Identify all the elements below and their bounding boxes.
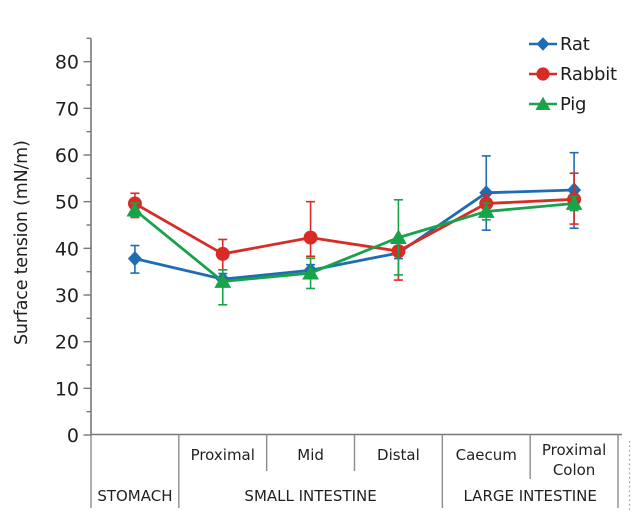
y-tick-label-60: 60	[55, 145, 79, 167]
data-point-rat-0	[127, 250, 142, 267]
y-tick-label-10: 10	[55, 378, 79, 400]
y-tick-label-80: 80	[55, 52, 79, 74]
x-group-label-small-intestine: SMALL INTESTINE	[244, 487, 376, 505]
data-point-rabbit-2	[303, 230, 318, 245]
x-group-label-large-intestine: LARGE INTESTINE	[463, 487, 596, 505]
x-sublabel-1: Proximal	[191, 446, 255, 464]
x-sublabel-3: Distal	[377, 446, 420, 464]
x-sublabel-5-line2: Colon	[553, 461, 596, 479]
data-point-pig-1	[214, 273, 232, 288]
y-tick-label-70: 70	[55, 98, 79, 120]
series-line-rabbit	[134, 197, 575, 256]
legend-label-pig: Pig	[560, 93, 587, 115]
x-sublabel-4: Caecum	[456, 446, 517, 464]
x-group-label-stomach: STOMACH	[97, 487, 172, 505]
pig-triangle-icon	[529, 96, 557, 110]
legend-label-rabbit: Rabbit	[560, 63, 617, 85]
y-axis-title: Surface tension (mN/m)	[12, 140, 32, 345]
y-tick-label-20: 20	[55, 332, 79, 354]
data-point-pig-0	[126, 201, 144, 217]
data-point-pig-2	[302, 264, 319, 280]
y-tick-label-0: 0	[67, 425, 79, 447]
legend-item-pig: Pig	[527, 89, 617, 119]
rabbit-circle-icon	[529, 67, 557, 81]
data-point-rabbit-1	[215, 246, 230, 261]
data-point-rat-4	[479, 185, 494, 201]
y-tick-label-30: 30	[55, 285, 79, 307]
data-point-pig-5	[565, 195, 583, 210]
y-tick-label-50: 50	[55, 192, 79, 214]
y-tick-label-40: 40	[55, 238, 79, 260]
series-line-rat	[134, 188, 575, 281]
legend: Rat Rabbit Pig	[527, 29, 617, 119]
legend-item-rabbit: Rabbit	[527, 59, 617, 89]
series-line-pig	[134, 202, 575, 283]
rat-diamond-icon	[529, 37, 557, 51]
x-sublabel-5: Proximal	[542, 441, 606, 459]
x-sublabel-2: Mid	[297, 446, 324, 464]
data-point-pig-3	[390, 229, 407, 244]
legend-label-rat: Rat	[560, 33, 590, 55]
data-point-pig-4	[477, 203, 495, 218]
legend-item-rat: Rat	[527, 29, 617, 59]
